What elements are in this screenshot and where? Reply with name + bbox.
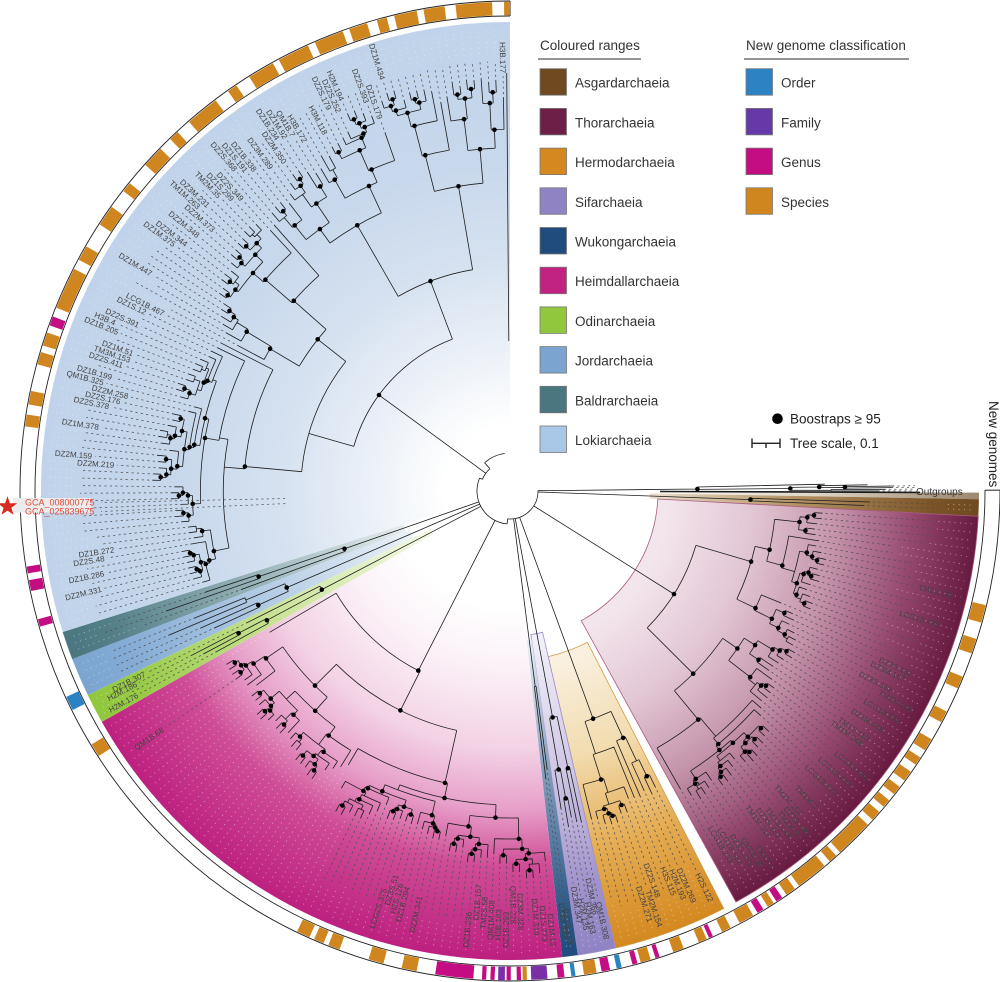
svg-text:DZ1B.293: DZ1B.293 (501, 911, 510, 948)
svg-text:New genome classification: New genome classification (746, 38, 906, 53)
svg-text:Species: Species (781, 195, 829, 210)
svg-text:GCA_008000775: GCA_008000775 (25, 498, 95, 508)
svg-text:Coloured ranges: Coloured ranges (540, 38, 640, 53)
svg-text:Odinarchaeia: Odinarchaeia (575, 314, 656, 329)
svg-text:H3B.177: H3B.177 (498, 42, 508, 74)
svg-text:QM1B.228: QM1B.228 (508, 886, 517, 925)
svg-text:Heimdallarchaeia: Heimdallarchaeia (575, 274, 680, 289)
svg-text:Genus: Genus (781, 155, 821, 170)
svg-text:Wukongarchaeia: Wukongarchaeia (575, 235, 677, 250)
svg-text:Sifarchaeia: Sifarchaeia (575, 195, 643, 210)
svg-text:DZ2M.159: DZ2M.159 (54, 449, 93, 461)
svg-text:DZ1S.273: DZ1S.273 (538, 905, 550, 942)
svg-text:Asgardarchaeia: Asgardarchaeia (575, 76, 670, 91)
svg-text:QM1M.408: QM1M.408 (486, 899, 497, 939)
svg-text:DZ3M.326: DZ3M.326 (515, 893, 525, 931)
svg-text:Baldrarchaeia: Baldrarchaeia (575, 393, 659, 408)
svg-text:New genomes: New genomes (986, 401, 1000, 488)
svg-text:GCA_025839675: GCA_025839675 (25, 507, 95, 517)
svg-text:TM2S.58: TM2S.58 (479, 896, 490, 929)
svg-text:Tree scale, 0.1: Tree scale, 0.1 (790, 436, 879, 451)
svg-text:DZ1B.157: DZ1B.157 (472, 883, 484, 920)
svg-text:DZ2M.219: DZ2M.219 (77, 458, 115, 469)
svg-text:Family: Family (781, 115, 821, 130)
svg-text:Lokiarchaeia: Lokiarchaeia (575, 433, 652, 448)
svg-text:DZ1M.13: DZ1M.13 (546, 913, 558, 947)
svg-text:Thorarchaeia: Thorarchaeia (575, 115, 655, 130)
svg-text:DZ1B.339: DZ1B.339 (557, 902, 570, 939)
svg-text:DZ1B.236: DZ1B.236 (461, 911, 473, 948)
svg-text:Boostraps ≥ 95: Boostraps ≥ 95 (790, 412, 881, 427)
svg-text:Hermodarchaeia: Hermodarchaeia (575, 155, 675, 170)
svg-text:DZ1M.310: DZ1M.310 (530, 898, 541, 936)
svg-text:Order: Order (781, 76, 816, 91)
svg-text:H3B.183: H3B.183 (494, 908, 504, 940)
svg-text:Jordarchaeia: Jordarchaeia (575, 354, 654, 369)
svg-text:Outgroups: Outgroups (916, 487, 963, 498)
